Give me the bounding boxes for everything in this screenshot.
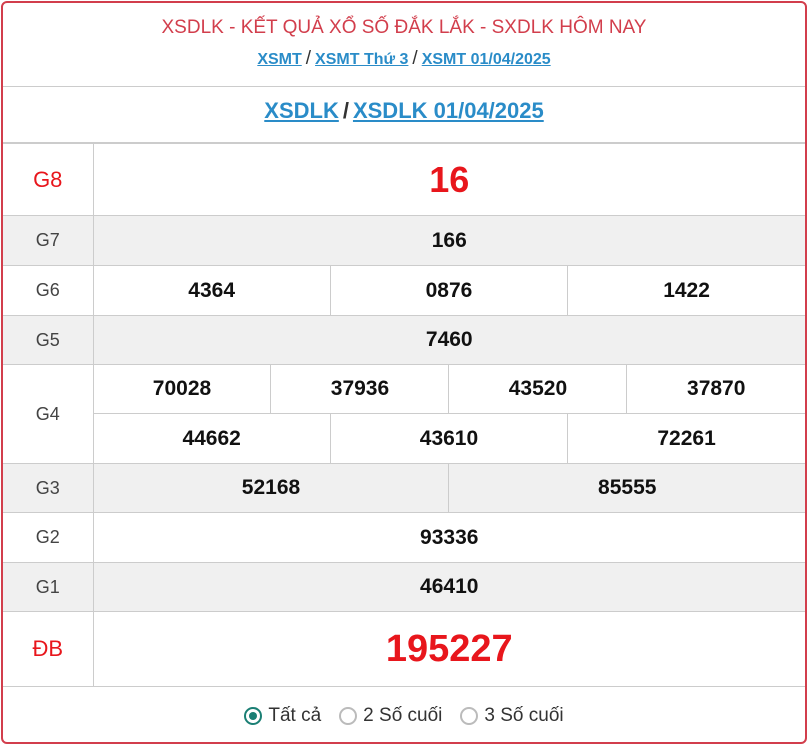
- row-g1: G1 46410: [3, 562, 805, 612]
- link-xsdlk[interactable]: XSDLK: [264, 98, 339, 123]
- prize-label: G2: [3, 512, 94, 563]
- row-g2: G2 93336: [3, 512, 805, 563]
- prize-number: 85555: [448, 463, 805, 513]
- row-g3: G3 52168 85555: [3, 463, 805, 513]
- prize-number: 166: [92, 215, 805, 266]
- filter-last-2[interactable]: 2 Số cuối: [339, 705, 442, 727]
- prize-number: 43610: [329, 413, 569, 464]
- header: XSDLK - KẾT QUẢ XỔ SỐ ĐẮK LẮK - SXDLK HÔ…: [3, 3, 805, 87]
- prize-label: G8: [3, 143, 94, 216]
- prize-label: ĐB: [3, 611, 94, 687]
- prize-number: 72261: [567, 413, 805, 464]
- filter-last-3[interactable]: 3 Số cuối: [460, 704, 564, 727]
- link-xsdlk-date[interactable]: XSDLK 01/04/2025: [352, 98, 544, 123]
- row-db: ĐB 195227: [3, 611, 805, 687]
- prize-label: G4: [3, 364, 94, 464]
- prize-number: 46410: [92, 562, 805, 612]
- separator: /: [305, 48, 312, 69]
- prize-number: 16: [92, 143, 805, 216]
- prize-number: 1422: [567, 265, 805, 316]
- filter-label: Tất cả: [268, 704, 322, 726]
- digit-filter: Tất cả 2 Số cuối 3 Số cuối: [3, 686, 805, 742]
- prize-number: 7460: [92, 315, 805, 365]
- row-g8: G8 16: [3, 143, 805, 216]
- separator: /: [412, 48, 418, 69]
- filter-all[interactable]: Tất cả: [244, 705, 321, 727]
- prize-label: G7: [3, 215, 94, 266]
- filter-label: 3 Số cuối: [484, 704, 564, 726]
- prize-number: 37870: [626, 364, 805, 414]
- breadcrumb-xsmt[interactable]: XSMT: [257, 51, 302, 68]
- breadcrumb: XSMT / XSMT Thứ 3/XSMT 01/04/2025: [3, 48, 805, 70]
- prize-label: G6: [3, 265, 94, 316]
- breadcrumb-xsmt-thu3[interactable]: XSMT Thứ 3: [315, 51, 409, 68]
- prize-number: 37936: [270, 364, 450, 414]
- page-title: XSDLK - KẾT QUẢ XỔ SỐ ĐẮK LẮK - SXDLK HÔ…: [161, 17, 647, 38]
- breadcrumb-xsmt-date[interactable]: XSMT 01/04/2025: [421, 51, 551, 68]
- row-g7: G7 166: [3, 215, 805, 266]
- prize-label: G1: [3, 562, 94, 612]
- prize-label: G3: [3, 463, 94, 513]
- prize-label: G5: [3, 315, 94, 365]
- prize-number: 4364: [92, 265, 331, 316]
- prize-number: 70028: [92, 364, 272, 414]
- prize-number: 0876: [329, 265, 569, 316]
- radio-selected-icon[interactable]: [244, 706, 263, 725]
- separator: /: [342, 98, 349, 123]
- row-g4: G4 70028 37936 43520 37870: [3, 364, 805, 464]
- prize-number: 52168: [92, 463, 450, 513]
- row-g5: G5 7460: [3, 315, 805, 365]
- row-g4b: 44662 43610 72261: [3, 413, 805, 464]
- prize-number: 43520: [448, 364, 628, 414]
- radio-icon[interactable]: [339, 706, 358, 725]
- prize-number: 44662: [92, 413, 331, 464]
- filter-label: 2 Số cuối: [363, 704, 443, 726]
- prize-number: 93336: [92, 512, 805, 563]
- radio-icon[interactable]: [460, 706, 479, 725]
- sub-header: XSDLK / XSDLK 01/04/2025: [3, 87, 805, 143]
- results-table: G8 16 G7 166 G6 4364 0876 1422 G5 7460 G4 70028…: [3, 143, 805, 687]
- prize-number: 195227: [92, 611, 805, 687]
- row-g6: G6 4364 0876 1422: [3, 265, 805, 316]
